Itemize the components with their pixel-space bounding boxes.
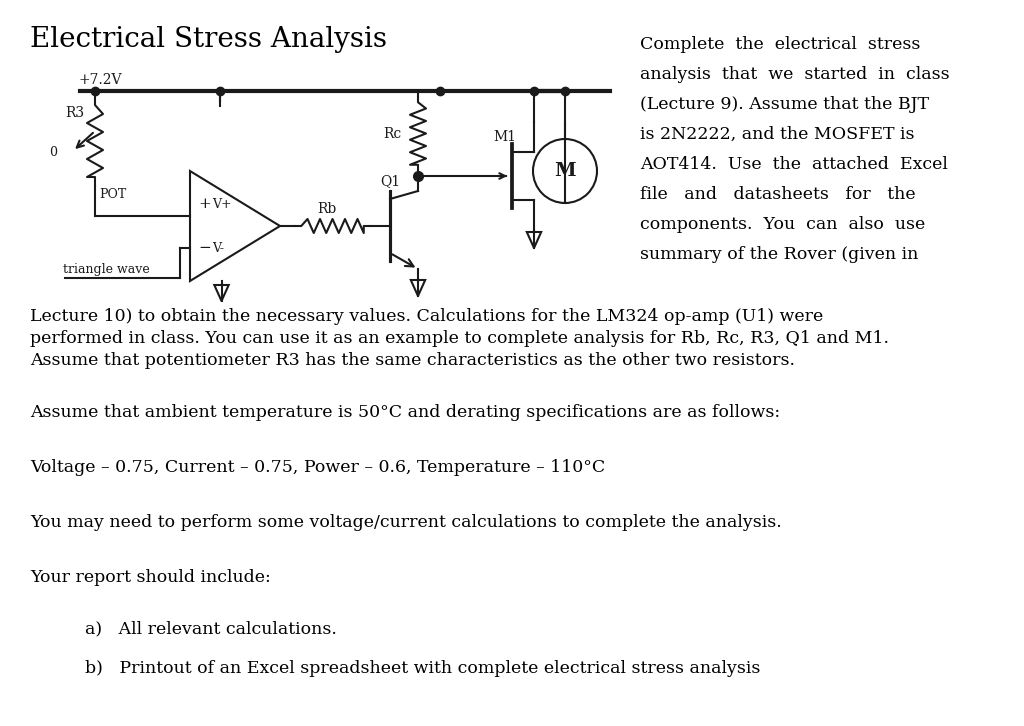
Text: is 2N2222, and the MOSFET is: is 2N2222, and the MOSFET is xyxy=(640,126,914,143)
Text: You may need to perform some voltage/current calculations to complete the analys: You may need to perform some voltage/cur… xyxy=(30,514,781,531)
Text: analysis  that  we  started  in  class: analysis that we started in class xyxy=(640,66,949,83)
Text: summary of the Rover (given in: summary of the Rover (given in xyxy=(640,246,919,263)
Text: M1: M1 xyxy=(493,130,516,144)
Text: Assume that potentiometer R3 has the same characteristics as the other two resis: Assume that potentiometer R3 has the sam… xyxy=(30,352,795,369)
Text: Complete  the  electrical  stress: Complete the electrical stress xyxy=(640,36,921,53)
Text: POT: POT xyxy=(99,188,126,201)
Text: b)   Printout of an Excel spreadsheet with complete electrical stress analysis: b) Printout of an Excel spreadsheet with… xyxy=(85,660,761,677)
Text: Q1: Q1 xyxy=(380,174,400,188)
Text: −: − xyxy=(198,241,211,255)
Text: Voltage – 0.75, Current – 0.75, Power – 0.6, Temperature – 110°C: Voltage – 0.75, Current – 0.75, Power – … xyxy=(30,459,605,476)
Text: V+: V+ xyxy=(212,197,231,211)
Text: R3: R3 xyxy=(65,106,84,120)
Text: a)   All relevant calculations.: a) All relevant calculations. xyxy=(85,620,337,637)
Text: components.  You  can  also  use: components. You can also use xyxy=(640,216,926,233)
Text: Your report should include:: Your report should include: xyxy=(30,569,270,586)
Text: Electrical Stress Analysis: Electrical Stress Analysis xyxy=(30,26,387,53)
Text: Assume that ambient temperature is 50°C and derating specifications are as follo: Assume that ambient temperature is 50°C … xyxy=(30,404,780,421)
Text: Lecture 10) to obtain the necessary values. Calculations for the LM324 op-amp (U: Lecture 10) to obtain the necessary valu… xyxy=(30,308,823,325)
Text: Rc: Rc xyxy=(383,126,401,141)
Text: +7.2V: +7.2V xyxy=(78,73,122,87)
Text: (Lecture 9). Assume that the BJT: (Lecture 9). Assume that the BJT xyxy=(640,96,929,113)
Text: file   and   datasheets   for   the: file and datasheets for the xyxy=(640,186,915,203)
Text: AOT414.  Use  the  attached  Excel: AOT414. Use the attached Excel xyxy=(640,156,948,173)
Text: performed in class. You can use it as an example to complete analysis for Rb, Rc: performed in class. You can use it as an… xyxy=(30,330,889,347)
Text: V-: V- xyxy=(212,242,224,255)
Text: M: M xyxy=(554,162,575,180)
Text: 0: 0 xyxy=(49,147,57,160)
Text: Rb: Rb xyxy=(317,202,337,216)
Text: +: + xyxy=(198,197,211,211)
Text: triangle wave: triangle wave xyxy=(63,263,150,276)
